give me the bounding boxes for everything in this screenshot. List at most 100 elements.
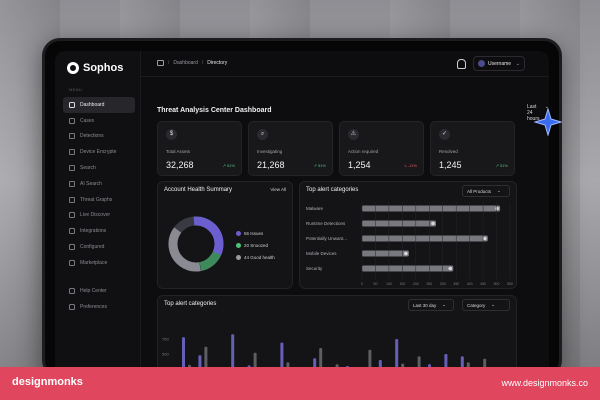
search-icon <box>69 165 75 172</box>
trend-up-icon: ↗ <box>495 163 500 168</box>
sidebar-item-label: Integrations <box>80 228 107 235</box>
bar-category-label: Potentially Unwant... <box>306 236 347 241</box>
category-filter-select[interactable]: Category ⌄ <box>462 299 510 311</box>
breadcrumb-separator: / <box>168 60 170 66</box>
chart-bar[interactable] <box>182 337 185 375</box>
page-title: Threat Analysis Center Dashboard <box>157 107 272 114</box>
chart-bar[interactable] <box>395 339 399 375</box>
brand-site[interactable]: www.designmonks.co <box>501 378 588 388</box>
dollar-icon: $ <box>166 129 177 140</box>
bar[interactable] <box>362 250 409 257</box>
chart-bar[interactable] <box>231 334 235 375</box>
stat-label: Resolved <box>439 149 458 154</box>
sidebar-item-device-encrypte[interactable]: Device Encrypte <box>63 144 135 160</box>
menu-label: MENU <box>69 87 82 92</box>
sidebar-item-marketplace[interactable]: Marketplace <box>63 255 135 271</box>
x-tick-label: 450 <box>480 282 486 286</box>
legend-item: 56 Issues <box>236 227 275 239</box>
home-icon[interactable] <box>157 60 164 66</box>
period-filter-value: Last 30 day <box>413 302 437 308</box>
time-range-select[interactable]: Last 24 hours ⌄ <box>527 104 549 122</box>
stat-card[interactable]: ✓ Resolved 1,245 ↗ 51% <box>430 121 515 176</box>
store-icon <box>69 259 75 266</box>
product-filter-select[interactable]: All Products ⌄ <box>462 185 510 197</box>
bar[interactable] <box>362 220 436 227</box>
account-health-title: Account Health Summary <box>164 187 233 193</box>
notification-bell-icon[interactable] <box>457 59 466 69</box>
health-legend: 56 Issues 20 Snoozed 44 Good health <box>236 227 275 263</box>
breadcrumb-directory[interactable]: Directory <box>207 60 228 66</box>
check-icon: ✓ <box>439 129 450 140</box>
sidebar-item-cases[interactable]: Cases <box>63 113 135 129</box>
stat-card[interactable]: ⌕ Investigating 21,268 ↗ 51% <box>248 121 333 176</box>
chart-bar[interactable] <box>280 342 284 375</box>
dashboard-screen: Sophos MENU Dashboard Cases Detections Devi… <box>55 51 549 375</box>
sidebar-item-label: Configured <box>80 244 105 251</box>
sidebar-item-integrations[interactable]: Integrations <box>63 223 135 239</box>
x-tick-label: 250 <box>426 282 432 286</box>
stat-card[interactable]: $ Total Assets 32,268 ↗ 51% <box>157 121 242 176</box>
alert-trend-title: Top alert categories <box>164 301 217 307</box>
stat-value: 1,245 <box>439 160 462 170</box>
x-tick-label: 400 <box>467 282 473 286</box>
sidebar-item-dashboard[interactable]: Dashboard <box>63 97 135 113</box>
bar-end-marker <box>448 266 453 271</box>
bar-end-marker <box>483 236 487 241</box>
sidebar-item-preferences[interactable]: Preferences <box>63 299 135 315</box>
stat-label: Total Assets <box>166 149 191 154</box>
sparkle-icon <box>69 180 75 187</box>
sidebar-item-label: Dashboard <box>80 101 105 108</box>
sidebar-item-label: Marketplace <box>80 259 108 266</box>
bar[interactable] <box>362 265 454 272</box>
trend-up-icon: ↗ <box>313 163 318 168</box>
sidebar-item-help-center[interactable]: Help Center <box>63 283 135 299</box>
legend-item: 44 Good health <box>236 251 275 263</box>
stat-delta: ↘ -11% <box>403 163 417 168</box>
bar[interactable] <box>362 235 488 242</box>
bar-category-label: Security <box>306 266 323 271</box>
user-menu[interactable]: Username ⌄ <box>473 56 525 71</box>
category-filter-value: Category <box>467 302 486 308</box>
breadcrumb-dashboard[interactable]: Dashboard <box>173 60 198 66</box>
sidebar-item-search[interactable]: Search <box>63 160 135 176</box>
chevron-down-icon: ⌄ <box>544 104 549 110</box>
period-filter-select[interactable]: Last 30 day ⌄ <box>408 299 454 311</box>
legend-label: 56 Issues <box>244 230 264 236</box>
bar-category-label: Runtime Detections <box>306 221 346 226</box>
x-tick-label: 550 <box>507 282 513 286</box>
top-alerts-title: Top alert categories <box>306 187 359 193</box>
breadcrumb-separator: / <box>201 60 204 66</box>
radar-icon <box>69 133 75 140</box>
search-icon: ⌕ <box>257 129 268 140</box>
account-health-panel: Account Health Summary View All 56 Issue… <box>157 181 293 289</box>
graph-icon <box>69 196 75 203</box>
bar-end-marker <box>431 221 435 226</box>
logo[interactable]: Sophos <box>67 62 123 74</box>
stat-value: 1,254 <box>348 160 371 170</box>
trend-down-icon: ↘ <box>403 163 408 168</box>
sidebar-item-detections[interactable]: Detections <box>63 129 135 145</box>
bar-category-label: Mobile Devices <box>306 251 337 256</box>
bar[interactable] <box>362 205 501 212</box>
sidebar-item-configured[interactable]: Configured <box>63 239 135 255</box>
stat-label: Action required <box>348 149 379 154</box>
sidebar-item-threat-graphs[interactable]: Threat Graphs <box>63 192 135 208</box>
sidebar-item-label: Threat Graphs <box>80 196 113 203</box>
legend-label: 44 Good health <box>244 254 275 260</box>
stat-delta-value: 51% <box>226 163 235 168</box>
stat-card[interactable]: ⚠ Action required 1,254 ↘ -11% <box>339 121 424 176</box>
legend-dot <box>236 254 241 260</box>
chevron-down-icon: ⌄ <box>515 60 520 67</box>
alert-trend-panel: Top alert categories Last 30 day ⌄ Categ… <box>157 295 517 375</box>
stat-value: 21,268 <box>257 160 285 170</box>
view-all-link[interactable]: View All <box>270 187 286 192</box>
username: Username <box>488 60 512 67</box>
sidebar-item-ai-search[interactable]: AI Search <box>63 176 135 192</box>
trend-up-icon: ↗ <box>222 163 227 168</box>
grid-icon <box>69 101 75 108</box>
warning-icon: ⚠ <box>348 129 359 140</box>
sidebar-item-live-discover[interactable]: Live Discover <box>63 208 135 224</box>
legend-dot <box>236 242 241 248</box>
sidebar: Sophos MENU Dashboard Cases Detections Devi… <box>55 51 141 375</box>
main-content: / Dashboard / Directory Username ⌄ Threa… <box>141 51 549 375</box>
